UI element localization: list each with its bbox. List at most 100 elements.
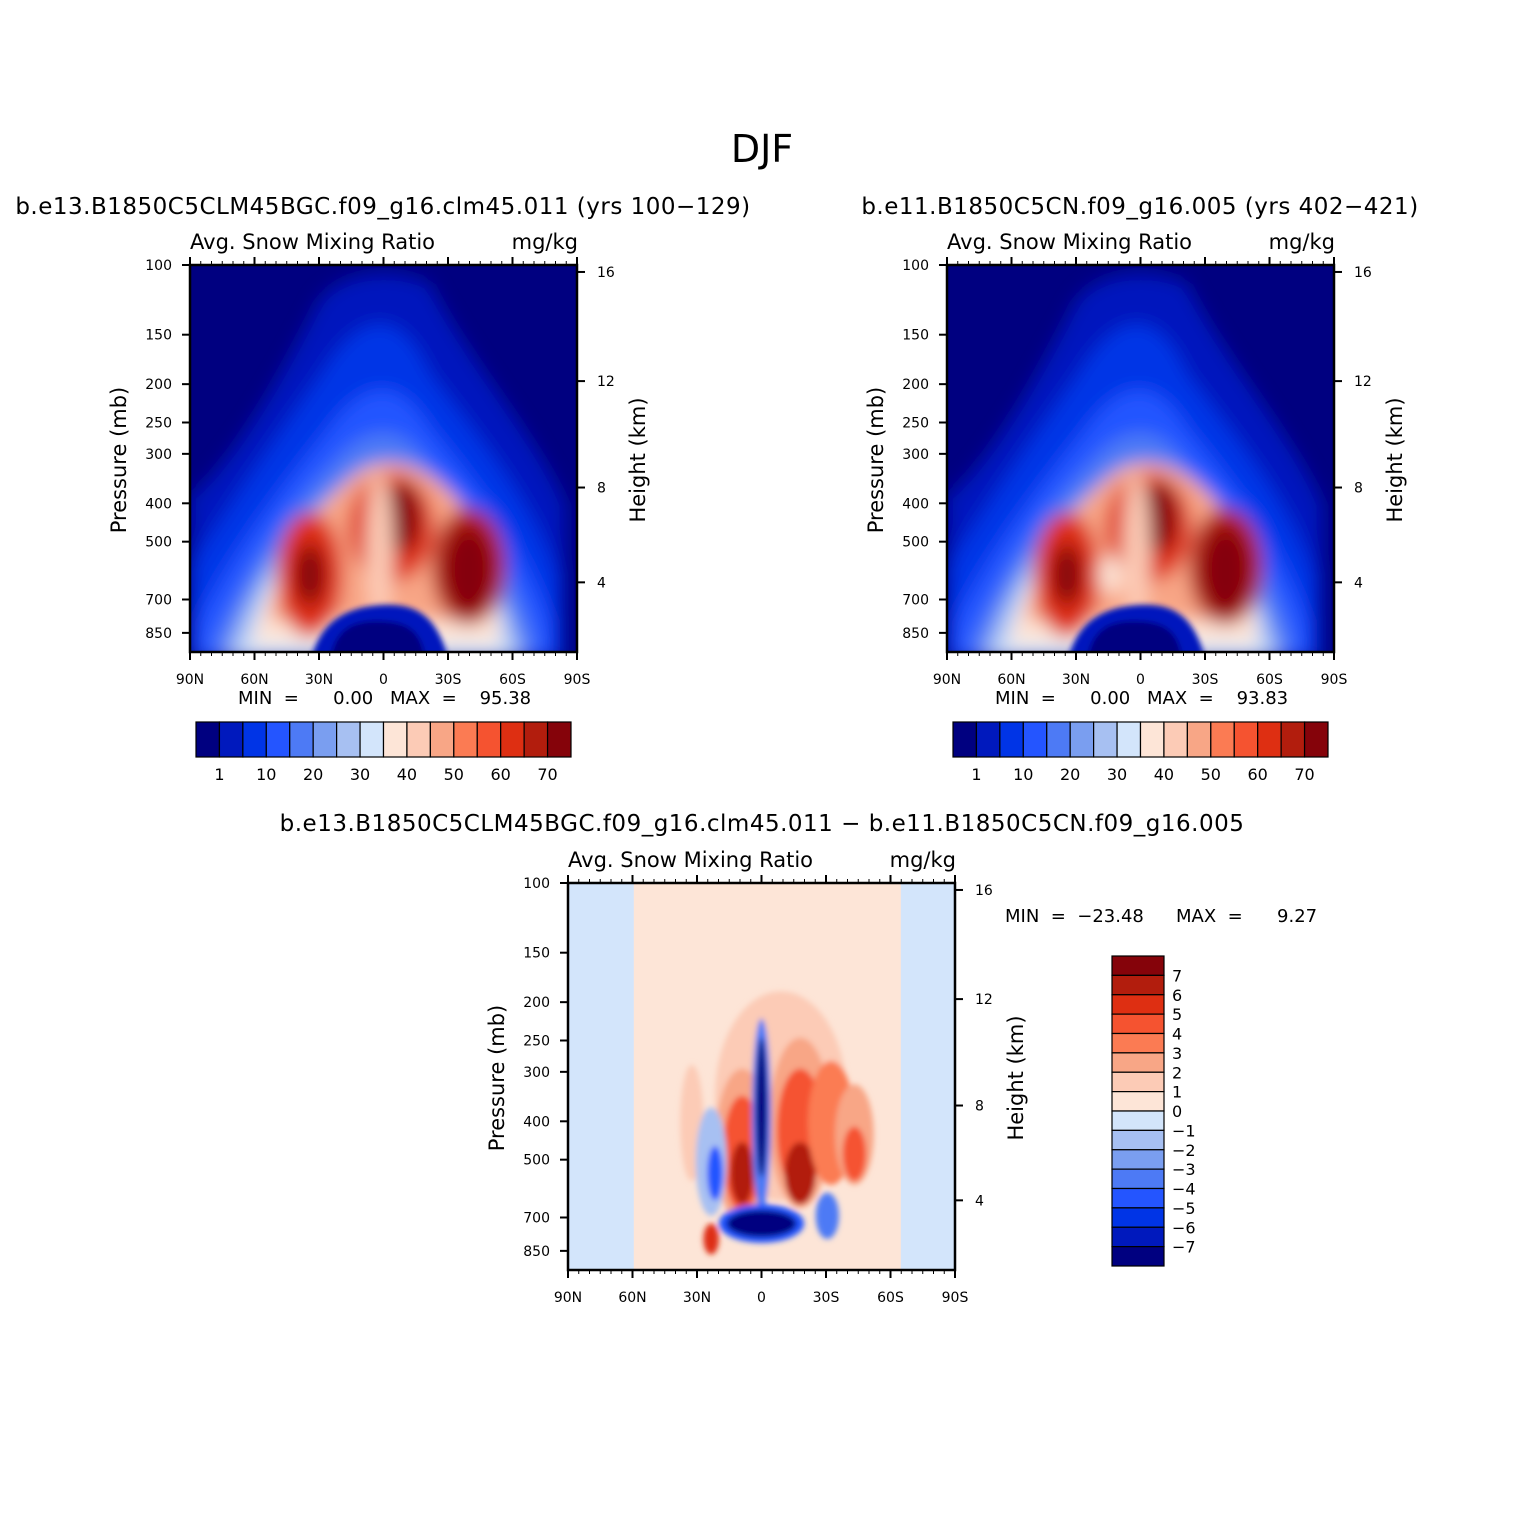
field-core-eq-max [385,481,421,552]
colorbar-box [975,721,1001,758]
y-tick-label: 300 [523,1065,550,1081]
colorbar-label: 40 [1154,765,1174,784]
field-lower [1070,604,1204,652]
y-tick-label: 700 [523,1211,550,1227]
colorbar-box [1046,721,1071,758]
y-tick-label: 200 [902,377,929,393]
y-tick-label: 700 [902,593,929,609]
colorbar-box [546,721,572,758]
panel-diff-run-title: b.e13.B1850C5CLM45BGC.f09_g16.clm45.011 … [280,811,1245,837]
panel-right-field [947,265,1334,652]
y-tick-label: 850 [902,626,929,642]
colorbar-box [1186,721,1212,758]
x-tick-label: 30N [683,1290,711,1306]
panel-left: b.e13.B1850C5CLM45BGC.f09_g16.clm45.011 … [15,194,750,784]
x-tick-label: 90N [933,672,961,688]
field-north-strip [568,883,634,1270]
field-blob [730,1142,754,1205]
y-tick-label: 200 [523,995,550,1011]
field-core-south-max [445,528,492,614]
panel-left-colorbar: 1 10 20 30 40 50 60 70 [195,721,572,784]
field-low-core [331,621,425,652]
field-south-strip [900,883,955,1270]
panel-right-units: mg/kg [1269,230,1335,254]
x-tick-label: 0 [379,672,388,688]
field-layers [190,273,566,652]
colorbar-box [1111,1207,1165,1228]
x-tick-label: 30S [435,672,462,688]
x-tick-label: 60S [877,1290,904,1306]
y-tick-label: 100 [902,258,929,274]
panel-left-run-title: b.e13.B1850C5CLM45BGC.f09_g16.clm45.011 … [15,194,750,220]
field-gap2 [1097,555,1122,594]
colorbar-box [1111,1149,1165,1170]
x-tick-label: 90S [564,672,591,688]
colorbar-box [523,721,549,758]
colorbar-box [1111,1110,1165,1131]
field-core-north-max [294,543,326,606]
colorbar-label: 1 [971,765,981,784]
x-tick-label: 60S [1256,672,1283,688]
x-tick-label: 60N [240,672,268,688]
colorbar-label: 50 [1201,765,1221,784]
y-tick-label: 100 [145,258,172,274]
x-tick-label: 30N [1062,672,1090,688]
y-tick-label: 500 [145,535,172,551]
field-blob [703,1223,719,1255]
colorbar-label: 1 [214,765,224,784]
colorbar-box [500,721,525,758]
y-right-tick-label: 8 [1354,481,1363,497]
y-right-tick-label: 16 [975,883,993,899]
x-tick-label: 30S [1192,672,1219,688]
colorbar-box [218,721,244,758]
panel-left-max: MAX = 95.38 [390,688,531,709]
colorbar-box [1111,1168,1165,1190]
field-low-core [1088,621,1182,652]
y-tick-label: 850 [523,1244,550,1260]
y-tick-label: 300 [145,447,172,463]
colorbar-box [1233,721,1259,758]
colorbar-box [312,721,338,758]
field-lower [313,604,447,652]
colorbar-box [952,721,978,758]
colorbar-box [1093,721,1118,758]
colorbar-box [1111,1032,1165,1054]
colorbar-label: 70 [537,765,557,784]
x-tick-label: 0 [757,1290,766,1306]
field-blob [784,1142,816,1205]
y-right-tick-label: 4 [1354,575,1363,591]
colorbar-box [1116,721,1142,758]
panel-left-ylabel: Pressure (mb) [107,387,131,534]
panel-diff-ticks: 90N 60N 30N 0 30S 60S 90S 100 150 200 250 300 400 500… [523,875,993,1306]
colorbar-label: 10 [256,765,276,784]
colorbar-box [242,721,267,758]
colorbar-box [1257,721,1282,758]
panel-right-min: MIN = 0.00 [995,688,1130,709]
colorbar-box [382,721,408,758]
panel-diff-ylabel: Pressure (mb) [485,1005,509,1152]
x-tick-label: 60N [997,672,1025,688]
y-right-tick-label: 12 [597,374,615,390]
colorbar-label: 2 [1172,1063,1182,1082]
field-core-eq-max [1142,481,1178,552]
colorbar-box [1069,721,1095,758]
colorbar-box [1111,1091,1165,1112]
y-tick-label: 300 [902,447,929,463]
panel-right-max: MAX = 93.83 [1147,688,1288,709]
field-blob [815,1192,839,1240]
y-tick-label: 150 [145,328,172,344]
colorbar-label: 0 [1172,1102,1182,1121]
field-eq-gap [1123,473,1151,629]
field-blob [755,1037,768,1178]
colorbar-label: 40 [397,765,417,784]
panel-left-field [190,265,577,652]
field-layers [680,991,874,1255]
x-tick-label: 90S [942,1290,969,1306]
colorbar-box [1163,721,1188,758]
colorbar-box [289,721,314,758]
colorbar-label: 6 [1172,986,1182,1005]
colorbar-box [1111,1226,1165,1248]
panel-left-units: mg/kg [512,230,578,254]
